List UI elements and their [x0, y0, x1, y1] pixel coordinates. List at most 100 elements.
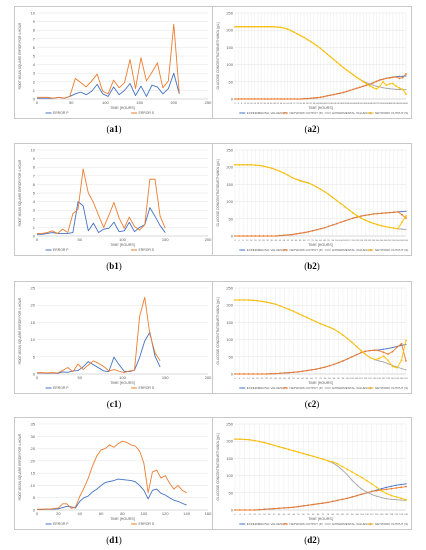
data-point [309, 97, 312, 100]
x-tick-label: 200 [398, 103, 402, 105]
data-point [253, 98, 256, 100]
series-line-2 [37, 168, 166, 234]
data-point [297, 505, 300, 508]
x-tick-label: 0 [36, 375, 39, 380]
data-point [352, 74, 355, 76]
x-tick-label: 0 [36, 511, 39, 516]
data-point [316, 96, 319, 99]
legend-label: EXPERIMENTAL VALUES (P) [247, 111, 287, 115]
data-point [299, 232, 302, 235]
x-tick-label: 40 [267, 103, 270, 105]
y-tick-label: 35 [31, 422, 36, 427]
y-tick-label: 250 [226, 286, 233, 291]
x-tick-label: 164 [400, 240, 404, 242]
data-point [260, 25, 263, 28]
data-point [319, 322, 322, 325]
data-point [266, 235, 269, 237]
data-point [352, 212, 354, 214]
panel-caption-label: d2 [307, 535, 317, 545]
data-point [401, 221, 403, 224]
y-tick-label: 4 [33, 62, 36, 67]
data-point [327, 193, 330, 196]
data-point [283, 27, 286, 30]
data-point [348, 208, 350, 211]
x-tick-label: 12 [248, 514, 251, 516]
data-point [342, 66, 345, 69]
x-tick-label: 68 [317, 514, 320, 516]
data-point [283, 98, 286, 100]
data-point [360, 351, 362, 354]
x-tick-label: 20 [56, 511, 61, 516]
data-point [329, 94, 332, 97]
x-tick-label: 124 [359, 240, 363, 242]
legend-label: EXPERIMENTAL VALUES (S) [332, 386, 372, 390]
data-point [395, 496, 398, 498]
data-point [352, 88, 355, 91]
data-point [381, 488, 383, 490]
data-point [378, 349, 380, 352]
data-point [388, 211, 391, 214]
y-tick-label: 0 [33, 508, 36, 513]
y-tick-label: 5 [33, 495, 36, 500]
data-point [270, 235, 273, 237]
x-tick-label: 208 [404, 103, 408, 105]
data-point [282, 507, 285, 509]
data-point [395, 85, 398, 88]
data-point [346, 497, 349, 500]
x-tick-label: 40 [283, 514, 286, 516]
data-point [307, 230, 310, 233]
x-tick-label: 116 [364, 378, 368, 380]
data-point [385, 498, 387, 500]
x-tick-label: 88 [341, 514, 344, 516]
x-tick-label: 16 [250, 240, 253, 242]
data-point [392, 227, 395, 229]
data-point [370, 482, 373, 485]
data-point [234, 25, 236, 28]
data-point [346, 357, 349, 360]
data-point [270, 25, 273, 28]
data-point [396, 366, 398, 369]
data-point [322, 95, 325, 98]
data-point [266, 25, 269, 28]
data-point [349, 71, 351, 74]
data-point [337, 361, 340, 364]
data-point [288, 371, 290, 374]
data-point [273, 25, 276, 28]
data-point [395, 487, 398, 489]
data-point [263, 25, 266, 28]
x-tick-label: 156 [361, 103, 365, 105]
x-tick-label: 136 [372, 240, 376, 242]
y-tick-label: 10 [31, 483, 36, 488]
data-point [405, 485, 407, 488]
y-tick-label: 250 [226, 11, 233, 16]
data-point [265, 301, 268, 304]
y-tick-label: 5 [33, 354, 36, 359]
chart-b2: 0 50 100 150 200 250 0 4 8 12 16 20 24 28 32 36 40 44 48 52… [212, 143, 412, 256]
data-point [366, 82, 368, 84]
data-point [265, 373, 268, 375]
data-point [273, 507, 275, 510]
data-point [362, 85, 365, 88]
x-tick-label: 44 [270, 103, 273, 105]
data-point [392, 364, 393, 366]
data-point [341, 465, 344, 468]
data-point [303, 36, 305, 39]
data-point [327, 225, 330, 228]
data-point [240, 25, 243, 28]
legend-label: NETWORK OUTPUT (P) [290, 522, 323, 526]
data-point [396, 211, 399, 213]
x-tick-label: 116 [329, 103, 333, 105]
x-axis-title: TIME [HOURS] [110, 381, 135, 385]
data-point [295, 233, 297, 235]
data-point [339, 64, 342, 66]
y-tick-label: 20 [31, 303, 36, 308]
data-point [364, 350, 367, 353]
data-point [328, 364, 331, 367]
data-point [372, 81, 375, 84]
x-tick-label: 152 [358, 103, 362, 105]
x-tick-label: 8 [243, 378, 245, 380]
x-tick-label: 24 [263, 514, 266, 516]
chart-a2: 0 50 100 150 200 250 0 4 8 12 16 20 24 28 32 36 40 44 48 52… [212, 6, 412, 119]
